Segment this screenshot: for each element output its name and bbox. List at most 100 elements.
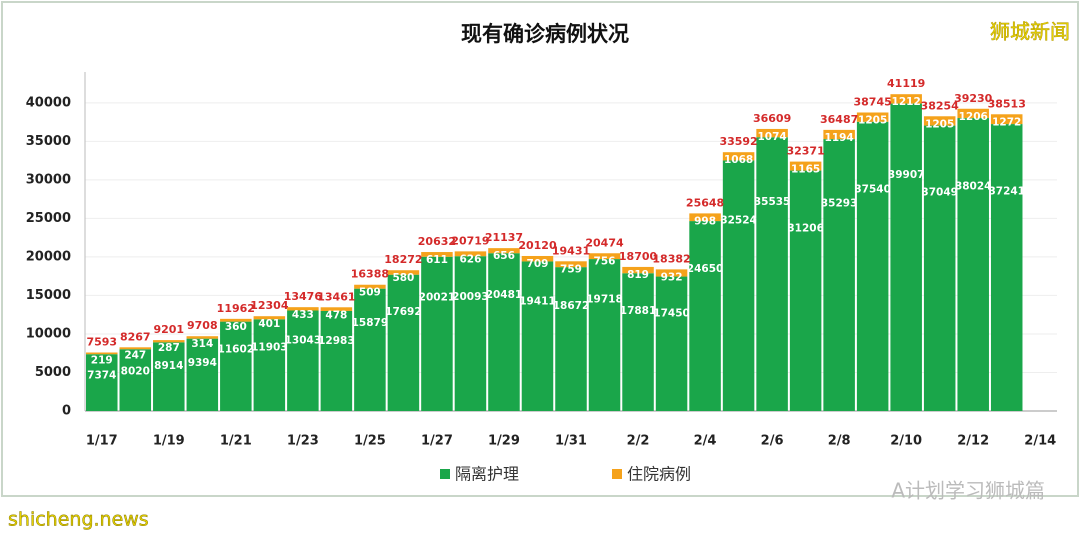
chart-title: 现有确诊病例状况 <box>461 22 629 46</box>
legend-swatch <box>612 469 622 479</box>
segment-label: 509 <box>359 287 381 299</box>
total-label: 8267 <box>120 330 151 343</box>
bar-segment <box>454 256 487 411</box>
total-label: 36609 <box>753 112 791 125</box>
total-label: 9708 <box>187 319 218 332</box>
total-label: 38513 <box>988 97 1026 110</box>
x-tick-label: 2/6 <box>761 434 784 449</box>
y-tick-label: 30000 <box>26 172 71 187</box>
segment-label: 11602 <box>218 343 255 355</box>
segment-label: 8020 <box>121 366 150 378</box>
bar-segment <box>354 288 386 411</box>
site: shicheng.news <box>8 509 149 531</box>
segment-label: 38024 <box>955 181 992 193</box>
total-label: 16388 <box>351 268 389 281</box>
segment-label: 7374 <box>87 370 116 382</box>
total-label: 25648 <box>686 196 724 209</box>
segment-label: 20093 <box>452 291 489 303</box>
y-tick-label: 25000 <box>26 211 71 226</box>
segment-label: 1206 <box>959 111 988 123</box>
segment-label: 287 <box>158 342 180 354</box>
total-label: 7593 <box>86 335 117 348</box>
bar-segment <box>622 273 654 411</box>
segment-label: 314 <box>191 338 213 350</box>
bar-segment <box>823 129 855 140</box>
total-label: 9201 <box>153 323 184 336</box>
segment-label: 819 <box>627 269 649 281</box>
bar-segment <box>186 336 219 339</box>
total-label: 41119 <box>887 77 925 90</box>
total-label: 18700 <box>619 250 658 263</box>
bar-segment <box>186 338 219 411</box>
segment-label: 31206 <box>787 223 824 235</box>
total-label: 18382 <box>652 252 690 265</box>
total-label: 13461 <box>317 290 355 303</box>
bar-segment <box>287 307 319 311</box>
bar-segment <box>856 121 889 411</box>
total-label: 32371 <box>786 145 824 158</box>
segment-label: 17692 <box>385 306 422 318</box>
bar-segment <box>320 310 353 411</box>
bar-segment <box>521 255 554 262</box>
segment-label: 15879 <box>352 317 389 329</box>
segment-label: 19411 <box>519 295 556 307</box>
bar-segment <box>789 161 822 171</box>
bar-segment <box>387 274 420 411</box>
segment-label: 8914 <box>154 360 183 372</box>
segment-label: 1212 <box>892 96 921 108</box>
segment-label: 1205 <box>925 118 954 130</box>
segment-label: 433 <box>292 309 314 321</box>
segment-label: 1074 <box>757 131 786 143</box>
segment-label: 13043 <box>285 335 322 347</box>
bar-segment <box>689 213 721 222</box>
segment-label: 12983 <box>318 335 355 347</box>
segment-label: 1205 <box>858 114 887 126</box>
segment-label: 39907 <box>888 169 925 181</box>
total-label: 39230 <box>954 92 993 105</box>
bar-segment <box>454 251 487 257</box>
total-label: 38254 <box>921 99 960 112</box>
bar-segment <box>789 170 822 411</box>
x-tick-label: 1/25 <box>354 434 386 449</box>
bar-segment <box>957 118 989 412</box>
bar-segment <box>756 128 788 138</box>
bar-segment <box>387 270 420 275</box>
total-label: 20719 <box>451 234 489 247</box>
bar-segment <box>220 321 252 411</box>
bar-segment <box>119 349 152 411</box>
segment-label: 478 <box>325 309 347 321</box>
bar-segment <box>119 347 152 350</box>
legend-swatch <box>440 469 450 479</box>
bar-segment <box>722 160 755 411</box>
y-tick-label: 40000 <box>26 95 71 110</box>
bar-segment <box>588 259 621 411</box>
x-tick-label: 2/4 <box>694 434 717 449</box>
total-label: 13476 <box>284 290 323 303</box>
bar-segment <box>354 284 386 289</box>
segment-label: 11903 <box>251 342 288 354</box>
segment-label: 1068 <box>724 154 753 166</box>
segment-label: 20021 <box>419 292 456 304</box>
bar-segment <box>990 114 1023 125</box>
bar-segment <box>153 342 185 411</box>
y-tick-label: 20000 <box>26 249 71 264</box>
segment-label: 32524 <box>720 215 757 227</box>
x-tick-label: 1/19 <box>153 434 185 449</box>
segment-label: 35535 <box>754 196 791 208</box>
x-tick-label: 1/17 <box>86 434 118 449</box>
bar-segment <box>555 261 587 268</box>
segment-label: 611 <box>426 254 448 266</box>
total-label: 20120 <box>518 239 557 252</box>
bar-segment <box>923 116 956 126</box>
segment-label: 932 <box>661 271 683 283</box>
bar-segment <box>488 248 520 254</box>
total-label: 33592 <box>719 135 757 148</box>
bar-segment <box>890 103 922 412</box>
segment-label: 37241 <box>988 185 1025 197</box>
segment-label: 20481 <box>486 289 523 301</box>
bar-segment <box>253 319 286 411</box>
segment-label: 1194 <box>825 132 854 144</box>
total-label: 19431 <box>552 244 590 257</box>
total-label: 20632 <box>418 235 456 248</box>
